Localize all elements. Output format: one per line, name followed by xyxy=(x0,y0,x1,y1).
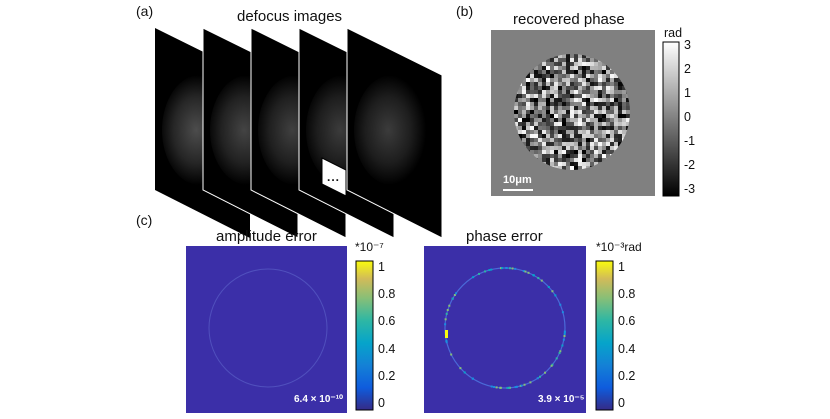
phase-colorbar-tick-6: -3 xyxy=(684,182,696,196)
amplitude-error-title: amplitude error xyxy=(216,228,317,245)
panel-a-title: defocus images xyxy=(237,8,343,25)
phase-error-colorbar-tick-0: 1 xyxy=(618,260,625,274)
panel-c-label: (c) xyxy=(136,212,153,228)
amplitude-colorbar-tick-3: 0.4 xyxy=(378,341,396,356)
amplitude-colorbar-unit: *10⁻⁷ xyxy=(355,240,384,254)
phase-error-colorbar xyxy=(595,260,614,411)
phase-error-colorbar-tick-1: 0.8 xyxy=(618,287,636,302)
phase-colorbar-tick-5: -2 xyxy=(684,158,696,172)
phase-colorbar-tick-0: 3 xyxy=(684,38,691,52)
phase-colorbar-tick-3: 0 xyxy=(684,110,691,124)
scale-bar xyxy=(503,189,533,191)
phase-error-map xyxy=(424,246,586,413)
phase-error-colorbar-unit: *10⁻³rad xyxy=(596,240,642,254)
panel-b-title: recovered phase xyxy=(513,11,625,28)
phase-error-colorbar-tick-5: 0 xyxy=(618,396,625,410)
amplitude-colorbar xyxy=(355,260,374,411)
phase-error-colorbar-tick-2: 0.6 xyxy=(618,314,636,329)
defocus-plane-5 xyxy=(346,27,443,239)
amplitude-colorbar-tick-5: 0 xyxy=(378,396,385,410)
ellipsis-text: ... xyxy=(327,170,341,184)
ellipsis-card xyxy=(321,157,347,197)
phase-colorbar-tick-4: -1 xyxy=(684,134,696,148)
amplitude-colorbar-tick-4: 0.2 xyxy=(378,368,396,383)
phase-error-title: phase error xyxy=(466,228,543,245)
defocus-image-stack xyxy=(155,27,443,239)
phase-colorbar xyxy=(662,41,680,197)
panel-b-label: (b) xyxy=(456,3,474,19)
amplitude-error-map xyxy=(186,246,347,413)
phase-error-colorbar-tick-3: 0.4 xyxy=(618,341,636,356)
amplitude-colorbar-tick-2: 0.6 xyxy=(378,314,396,329)
recovered-phase-image xyxy=(491,30,655,196)
phase-colorbar-unit: rad xyxy=(664,26,683,40)
phase-error-value: 3.9 × 10⁻⁵ xyxy=(538,394,585,405)
amplitude-colorbar-tick-1: 0.8 xyxy=(378,287,396,302)
phase-colorbar-tick-2: 1 xyxy=(684,86,691,100)
amplitude-error-value: 6.4 × 10⁻¹⁰ xyxy=(294,394,344,405)
panel-a-label: (a) xyxy=(136,3,154,19)
phase-colorbar-tick-1: 2 xyxy=(684,62,691,76)
scale-bar-label: 10μm xyxy=(503,174,532,186)
phase-error-colorbar-tick-4: 0.2 xyxy=(618,368,636,383)
amplitude-colorbar-tick-0: 1 xyxy=(378,260,385,274)
